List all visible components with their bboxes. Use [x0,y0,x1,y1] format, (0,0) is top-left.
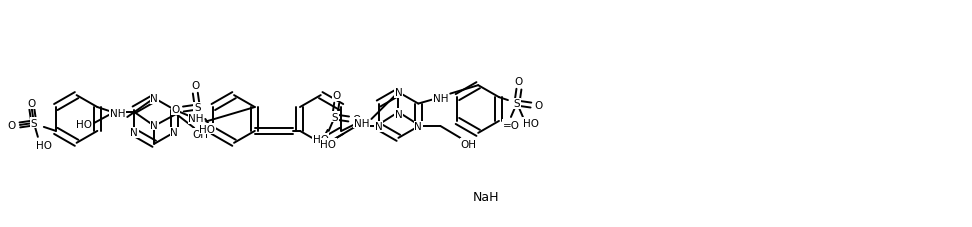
Text: O: O [171,105,180,114]
Text: OH: OH [192,129,208,139]
Text: N: N [395,109,402,119]
Text: N: N [130,128,138,138]
Text: NaH: NaH [472,190,500,203]
Text: HO: HO [36,140,52,150]
Text: HO: HO [321,139,336,149]
Text: O: O [535,101,543,111]
Text: S: S [331,113,338,122]
Text: N: N [414,122,422,132]
Text: NH: NH [433,93,448,103]
Text: NH: NH [189,114,204,124]
Text: N: N [151,120,158,130]
Text: S: S [513,99,520,109]
Text: S: S [194,103,200,113]
Text: N: N [374,122,382,132]
Text: O: O [8,120,16,130]
Text: N: N [151,94,158,104]
Text: O: O [28,99,36,109]
Text: NH: NH [110,109,125,118]
Text: S: S [30,118,37,128]
Text: OH: OH [461,139,476,149]
Text: O: O [353,114,361,124]
Text: HO: HO [77,119,92,129]
Text: N: N [170,128,178,138]
Text: =O: =O [503,120,519,130]
Text: O: O [515,77,523,87]
Text: O: O [332,91,341,101]
Text: HO: HO [313,134,329,144]
Text: NH: NH [354,118,369,128]
Text: HO: HO [199,124,216,134]
Text: N: N [395,88,402,98]
Text: HO: HO [523,118,538,128]
Text: O: O [191,81,199,91]
